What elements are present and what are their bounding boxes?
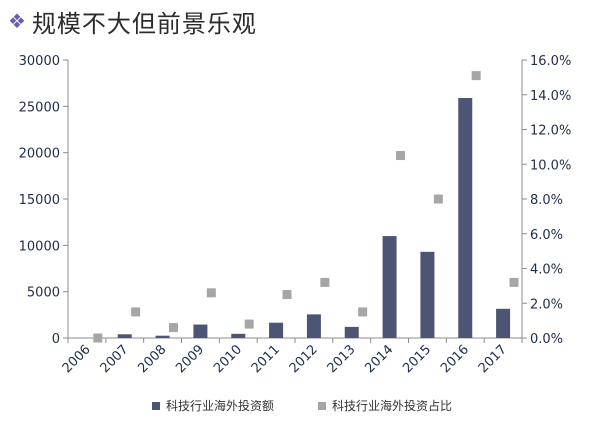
- bar: [458, 97, 473, 338]
- bar: [306, 314, 321, 338]
- legend-swatch: [318, 402, 326, 410]
- slide-title: ❖ 规模不大但前景乐观: [8, 4, 257, 38]
- x-tick-label: 2014: [362, 342, 396, 376]
- bar-series: [117, 97, 511, 338]
- x-tick-label: 2009: [173, 342, 207, 376]
- point: [169, 323, 178, 333]
- left-tick-label: 15000: [19, 193, 60, 208]
- point: [131, 307, 141, 317]
- bar: [231, 333, 246, 338]
- point: [471, 71, 481, 81]
- left-tick-label: 5000: [27, 286, 60, 301]
- left-tick-label: 0: [52, 332, 60, 347]
- point: [433, 194, 443, 204]
- right-tick-label: 0.0%: [530, 332, 563, 347]
- right-tick-label: 10.0%: [530, 158, 571, 173]
- point: [206, 288, 216, 298]
- point: [358, 307, 368, 317]
- left-tick-label: 25000: [19, 100, 60, 115]
- x-tick-label: 2007: [98, 342, 132, 376]
- point: [320, 277, 330, 287]
- right-tick-label: 6.0%: [530, 228, 563, 243]
- right-tick-label: 16.0%: [530, 54, 571, 69]
- bar: [269, 322, 284, 338]
- point: [282, 290, 292, 300]
- legend: 科技行业海外投资额 科技行业海外投资占比: [152, 398, 452, 413]
- scatter-series: [93, 71, 519, 343]
- bar: [193, 324, 208, 338]
- x-tick-label: 2013: [325, 342, 359, 376]
- page-title: 规模不大但前景乐观: [31, 9, 257, 38]
- right-tick-label: 14.0%: [530, 89, 571, 104]
- x-tick-label: 2017: [476, 342, 510, 376]
- bar: [382, 236, 397, 338]
- x-tick-label: 2012: [287, 342, 321, 376]
- x-tick-label: 2010: [211, 342, 245, 376]
- point: [93, 333, 103, 343]
- right-tick-label: 8.0%: [530, 193, 563, 208]
- left-tick-label: 30000: [19, 54, 60, 69]
- point: [396, 151, 405, 161]
- x-tick-label: 2015: [400, 342, 434, 376]
- tick-labels: 0 5000 10000 15000 20000 25000 30000 0.0% 2.0% 4.…: [19, 54, 572, 376]
- x-tick-label: 2008: [135, 342, 169, 376]
- bar: [117, 334, 132, 338]
- legend-label: 科技行业海外投资额: [166, 398, 274, 413]
- bar: [496, 308, 511, 338]
- bar: [155, 335, 170, 338]
- legend-swatch: [152, 402, 160, 410]
- x-tick-label: 2011: [249, 342, 283, 376]
- point: [509, 277, 519, 287]
- diamond-cluster-icon: ❖: [8, 9, 26, 33]
- left-tick-label: 10000: [19, 239, 60, 254]
- bar: [420, 251, 435, 338]
- right-tick-label: 4.0%: [530, 263, 563, 278]
- right-tick-label: 12.0%: [530, 124, 571, 139]
- bar: [344, 326, 359, 338]
- legend-label: 科技行业海外投资占比: [332, 398, 452, 413]
- x-tick-label: 2016: [438, 342, 472, 376]
- right-tick-label: 2.0%: [530, 297, 563, 312]
- axes: [63, 59, 527, 343]
- left-tick-label: 20000: [19, 147, 60, 162]
- x-tick-label: 2006: [60, 342, 94, 376]
- point: [244, 319, 254, 329]
